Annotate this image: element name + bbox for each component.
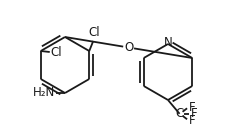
- Text: Cl: Cl: [88, 26, 100, 39]
- Text: F: F: [191, 107, 198, 120]
- Text: H₂N: H₂N: [33, 86, 55, 99]
- Text: F: F: [189, 101, 196, 114]
- Text: F: F: [189, 114, 196, 127]
- Text: Cl: Cl: [51, 45, 62, 58]
- Text: O: O: [124, 41, 133, 54]
- Text: N: N: [164, 36, 172, 49]
- Text: C: C: [175, 107, 184, 120]
